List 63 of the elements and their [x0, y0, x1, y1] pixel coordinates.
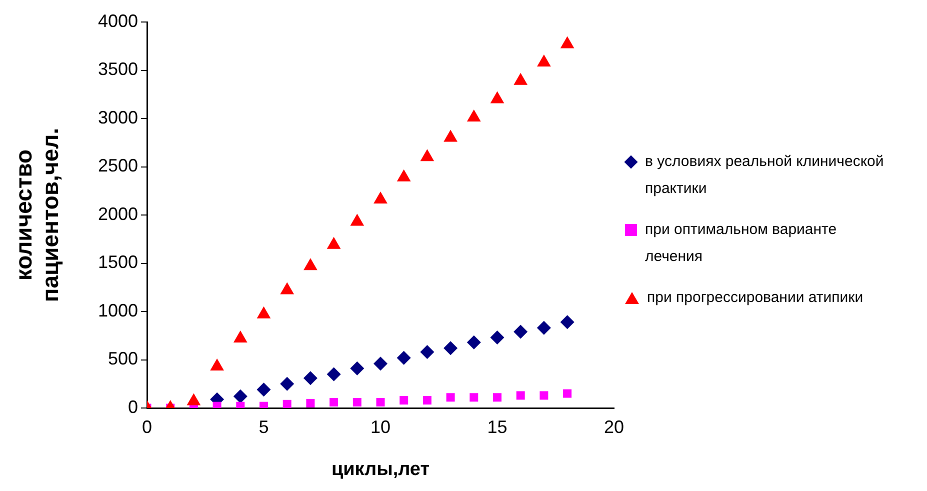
point: [400, 396, 408, 405]
y-axis-title: количество пациентов,чел.: [10, 128, 64, 302]
point: [256, 382, 271, 397]
point: [280, 282, 294, 294]
point: [493, 393, 502, 402]
y-tick-label: 1500: [98, 252, 138, 272]
point: [470, 393, 478, 402]
y-tick-label: 0: [128, 396, 138, 417]
point: [560, 315, 574, 330]
point: [303, 371, 318, 386]
point: [444, 341, 458, 356]
point: [420, 149, 434, 162]
point: [563, 389, 572, 398]
point: [514, 324, 528, 339]
point: [466, 110, 481, 122]
point: [304, 258, 318, 270]
point: [256, 306, 271, 318]
point: [376, 398, 385, 406]
point: [422, 396, 432, 405]
point: [396, 169, 411, 182]
point: [514, 72, 528, 85]
x-tick-label: 20: [604, 416, 624, 437]
point: [210, 358, 224, 371]
legend-label: в условиях реальной клинической практики: [645, 152, 885, 199]
point: [350, 214, 364, 226]
point: [537, 54, 551, 67]
y-tick-label: 2000: [98, 204, 138, 224]
y-tick-label: 3500: [98, 59, 138, 80]
y-tick-label: 2500: [98, 156, 138, 176]
point: [536, 320, 551, 335]
point: [374, 356, 388, 371]
point: [280, 376, 294, 391]
point: [233, 389, 248, 404]
point: [233, 330, 248, 343]
point: [490, 91, 504, 104]
point: [326, 367, 341, 382]
point: [420, 345, 434, 360]
point: [352, 398, 362, 406]
point: [326, 236, 341, 249]
point: [306, 398, 315, 408]
point: [282, 400, 292, 408]
point: [446, 393, 455, 402]
point: [466, 335, 481, 350]
y-tick-label: 4000: [98, 10, 138, 31]
legend-label: при прогрессировании атипики: [647, 288, 864, 308]
legend-label: при оптимальном варианте лечения: [645, 220, 838, 267]
x-tick-label: 10: [370, 416, 391, 437]
point: [330, 398, 338, 406]
point: [396, 350, 411, 365]
point: [516, 391, 525, 400]
point: [560, 36, 574, 48]
x-tick-label: 5: [258, 416, 269, 437]
x-tick-label: 0: [142, 416, 152, 437]
y-tick-label: 3000: [98, 107, 138, 128]
point: [374, 192, 388, 204]
x-axis-title: циклы,лет: [331, 458, 430, 480]
y-tick-label: 500: [108, 348, 138, 369]
point: [490, 330, 504, 345]
point: [444, 130, 458, 142]
point: [350, 361, 364, 376]
x-tick-label: 15: [487, 416, 508, 437]
point: [540, 391, 548, 400]
y-tick-label: 1000: [98, 300, 138, 320]
